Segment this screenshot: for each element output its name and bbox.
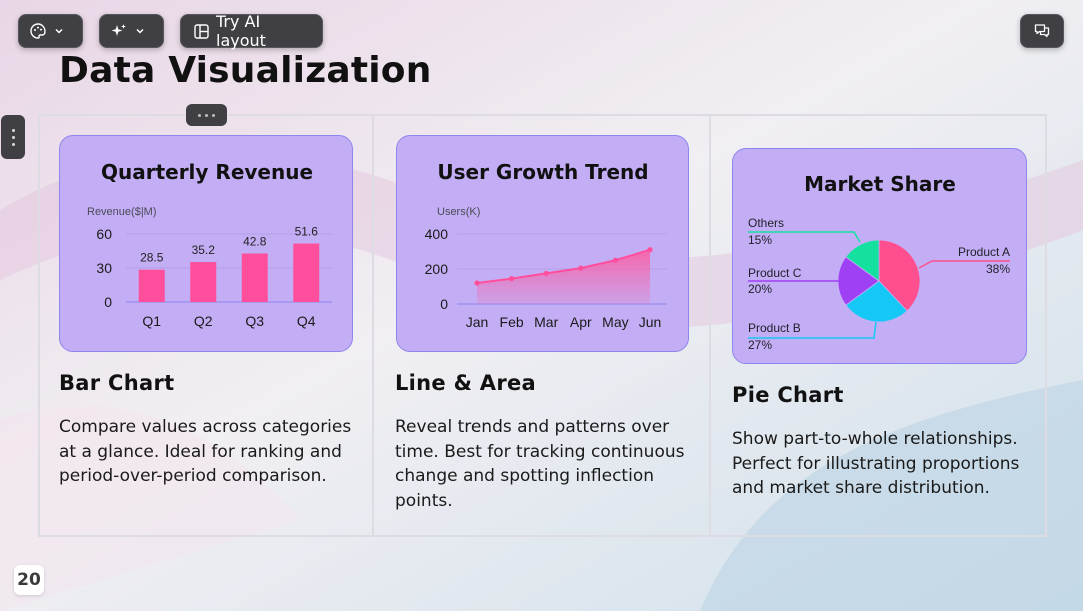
drag-handle[interactable]: [1, 115, 25, 159]
x-tick-label: Apr: [570, 314, 592, 330]
page-number: 20: [14, 565, 44, 595]
data-point: [612, 257, 618, 263]
bar: [138, 269, 165, 302]
comments-button[interactable]: [1020, 14, 1064, 48]
y-tick-label: 400: [425, 226, 449, 242]
card-description[interactable]: Show part-to-whole relationships. Perfec…: [732, 429, 1020, 498]
ai-menu-button[interactable]: [99, 14, 164, 48]
data-point: [647, 247, 653, 253]
pie-slice: [845, 239, 880, 282]
card-description[interactable]: Compare values across categories at a gl…: [59, 417, 352, 486]
pie-label-pct: 15%: [748, 233, 772, 247]
pie-chart: Market Share Others 15% Product C 20% Pr…: [748, 172, 1010, 352]
column-divider: [709, 114, 711, 537]
card-description[interactable]: Reveal trends and patterns over time. Be…: [395, 417, 685, 511]
x-tick-label: Feb: [500, 314, 524, 330]
pie-label-name: Product B: [748, 321, 801, 335]
x-tick-label: Q3: [245, 313, 264, 329]
card-heading[interactable]: Pie Chart: [732, 383, 844, 407]
x-tick-label: Mar: [534, 314, 558, 330]
y-tick-label: 200: [425, 261, 449, 277]
page-title[interactable]: Data Visualization: [59, 50, 432, 91]
bar-value-label: 51.6: [295, 225, 319, 239]
pie-slice: [845, 280, 908, 323]
leader-line-product-a: [918, 260, 1010, 269]
bar-value-label: 35.2: [192, 243, 216, 257]
theme-menu-button[interactable]: [18, 14, 83, 48]
y-tick-label: 30: [96, 260, 112, 276]
x-tick-label: Q4: [297, 313, 316, 329]
y-tick-label: 0: [104, 294, 112, 310]
chart-title: Quarterly Revenue: [101, 160, 313, 184]
pie-label-pct: 38%: [986, 262, 1010, 276]
bar-value-label: 28.5: [140, 251, 164, 265]
comments-icon: [1033, 22, 1051, 40]
bar: [190, 262, 217, 302]
series-line: [476, 248, 651, 284]
y-tick-label: 60: [96, 226, 112, 242]
leader-line-product-b: [748, 321, 877, 339]
chart-title: User Growth Trend: [437, 160, 648, 184]
sparkles-icon: [110, 22, 128, 40]
column-divider: [372, 114, 374, 537]
palette-icon: [29, 22, 47, 40]
pie-label-name: Product C: [748, 266, 802, 280]
chevron-down-icon: [53, 25, 65, 37]
area-chart: User Growth Trend Users(K) 400 200 0 Jan…: [425, 160, 667, 330]
chart-title: Market Share: [804, 172, 956, 196]
x-tick-label: Jun: [639, 314, 662, 330]
pie-label-name: Product A: [958, 245, 1010, 259]
line-chart-card[interactable]: User Growth Trend Users(K) 400 200 0 Jan…: [396, 135, 689, 352]
chevron-down-icon: [134, 25, 146, 37]
data-point: [509, 276, 515, 282]
x-tick-label: Q1: [142, 313, 161, 329]
bar: [241, 253, 268, 302]
layout-icon: [193, 23, 210, 40]
try-ai-layout-button[interactable]: Try AI layout: [180, 12, 323, 50]
pie-slice: [878, 239, 921, 312]
y-axis-label: Revenue($|M): [87, 206, 157, 218]
bar-value-label: 42.8: [243, 234, 267, 248]
pie-chart-card[interactable]: Market Share Others 15% Product C 20% Pr…: [732, 148, 1027, 364]
data-point: [543, 270, 549, 276]
bar-chart: Quarterly Revenue Revenue($|M) 60 30 0 2…: [87, 160, 332, 329]
pie-label-pct: 27%: [748, 338, 772, 352]
x-tick-label: May: [602, 314, 628, 330]
y-tick-label: 0: [440, 296, 448, 312]
card-heading[interactable]: Bar Chart: [59, 371, 175, 395]
card-heading[interactable]: Line & Area: [395, 371, 537, 395]
y-axis-label: Users(K): [437, 206, 480, 218]
pie-label-pct: 20%: [748, 282, 772, 296]
leader-line-others: [748, 231, 861, 243]
bar-chart-card[interactable]: Quarterly Revenue Revenue($|M) 60 30 0 2…: [59, 135, 353, 352]
content-grid: [38, 114, 1047, 537]
x-tick-label: Jan: [466, 314, 489, 330]
pie-label-name: Others: [748, 216, 784, 230]
data-point: [578, 265, 584, 271]
try-ai-layout-label: Try AI layout: [216, 12, 266, 50]
more-options-button[interactable]: [186, 104, 227, 126]
area-fill: [477, 249, 650, 304]
bar: [293, 243, 320, 302]
x-tick-label: Q2: [194, 313, 213, 329]
data-point: [474, 280, 480, 286]
